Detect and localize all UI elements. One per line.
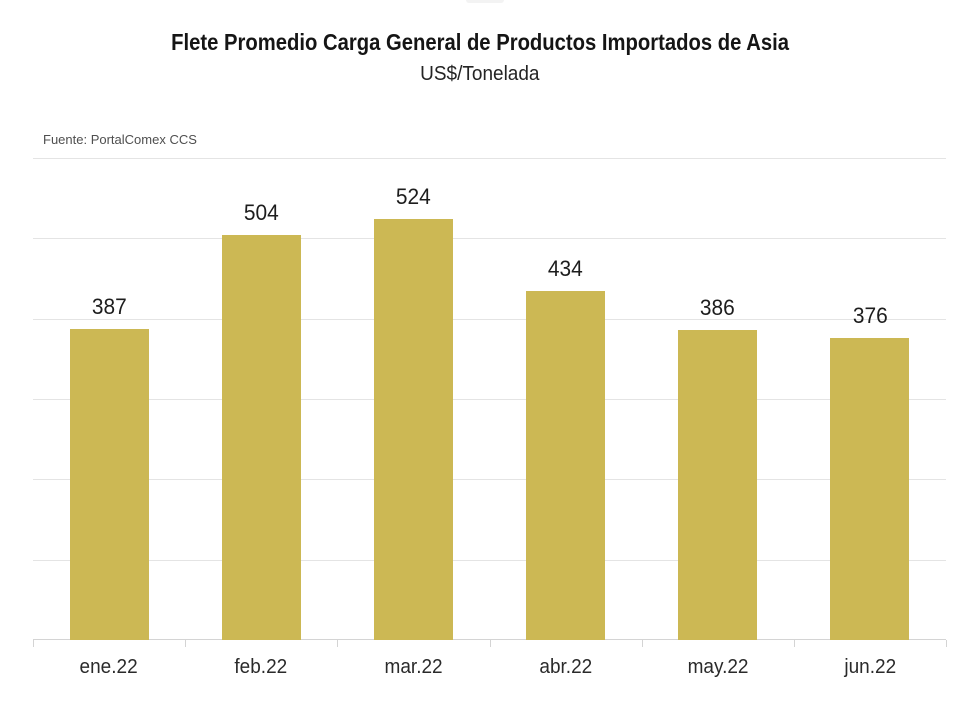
plot-area: 387 504 524 434 386 376	[33, 158, 947, 647]
axis-tick	[793, 640, 795, 647]
x-axis-label-text: abr.22	[539, 656, 592, 678]
axis-tick	[489, 640, 491, 647]
value-label-text: 504	[243, 200, 279, 226]
bar-mar.22	[373, 219, 453, 640]
value-label-text: 376	[852, 302, 888, 328]
bar-ene.22	[69, 329, 149, 640]
x-axis-label-feb.22: feb.22	[191, 656, 331, 679]
gridline-300	[33, 399, 946, 400]
x-axis-line	[33, 639, 946, 640]
value-label-text: 387	[91, 294, 127, 320]
x-axis-label-text: ene.22	[80, 656, 139, 678]
source-note: Fuente: PortalComex CCS	[43, 132, 197, 147]
value-label-text: 434	[548, 256, 584, 282]
x-axis-label-text: mar.22	[384, 656, 443, 678]
gridline-600	[33, 158, 946, 159]
gridline-400	[33, 318, 946, 320]
chart-title-text: Flete Promedio Carga General de Producto…	[171, 29, 789, 55]
axis-tick	[337, 640, 339, 647]
chart-subtitle: US$/Tonelada	[0, 63, 960, 86]
value-label-ene.22: 387	[49, 294, 169, 320]
axis-tick	[33, 640, 34, 647]
bar-abr.22	[526, 291, 606, 640]
axis-tick	[946, 640, 947, 647]
x-axis-label-jun.22: jun.22	[800, 656, 940, 679]
value-label-mar.22: 524	[353, 184, 473, 210]
value-label-may.22: 386	[658, 295, 778, 321]
x-axis-label-ene.22: ene.22	[39, 656, 179, 679]
value-label-jun.22: 376	[810, 303, 930, 329]
value-label-feb.22: 504	[201, 200, 321, 226]
x-axis: ene.22 feb.22 mar.22 abr.22 may.22 jun.22	[33, 656, 946, 686]
x-axis-label-text: may.22	[687, 656, 749, 678]
source-note-text: Fuente: PortalComex CCS	[43, 132, 197, 147]
bar-feb.22	[221, 235, 301, 640]
value-label-text: 386	[700, 294, 736, 320]
chart-subtitle-text: US$/Tonelada	[420, 63, 540, 85]
gridline-100	[33, 559, 946, 561]
x-axis-label-text: jun.22	[844, 656, 896, 678]
axis-tick	[641, 640, 643, 647]
x-axis-label-may.22: may.22	[648, 656, 788, 679]
x-axis-label-text: feb.22	[234, 656, 288, 678]
x-axis-label-abr.22: abr.22	[496, 656, 636, 679]
bar-jun.22	[830, 337, 910, 640]
gridline-200	[33, 479, 946, 481]
value-label-abr.22: 434	[506, 256, 626, 282]
chart-title: Flete Promedio Carga General de Producto…	[0, 29, 960, 56]
axis-tick	[185, 640, 187, 647]
x-axis-label-mar.22: mar.22	[343, 656, 483, 679]
cropped-logo-mark	[466, 0, 504, 3]
value-label-text: 524	[395, 184, 431, 210]
bar-may.22	[678, 329, 758, 640]
gridline-500	[33, 238, 946, 240]
